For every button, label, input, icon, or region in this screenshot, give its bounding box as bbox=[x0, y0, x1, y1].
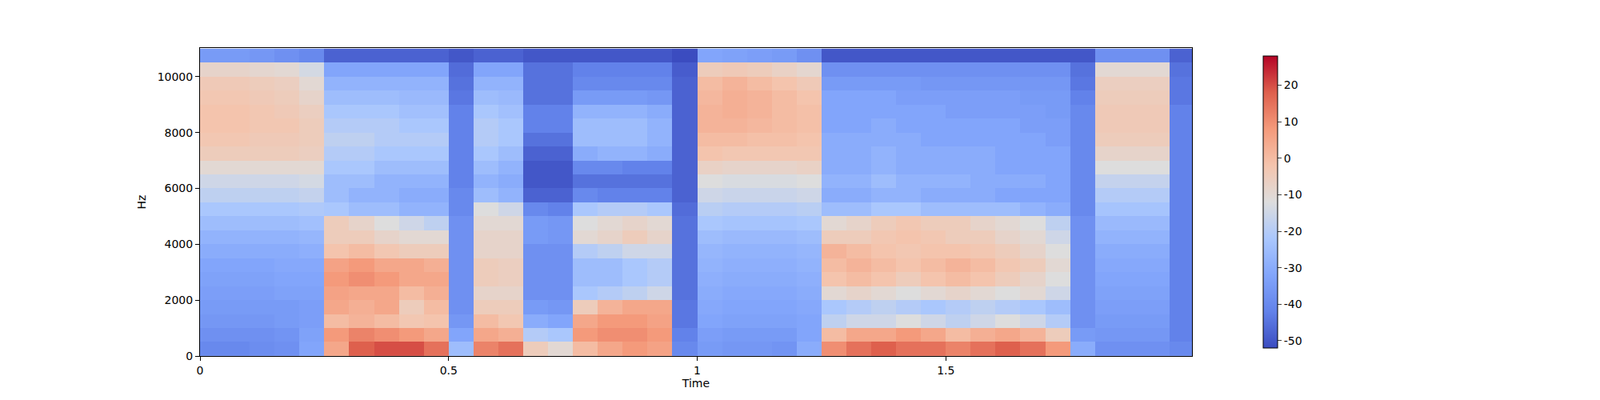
svg-text:0: 0 bbox=[196, 364, 204, 377]
svg-text:-40: -40 bbox=[1284, 297, 1303, 311]
svg-text:1.5: 1.5 bbox=[936, 364, 955, 377]
svg-text:-20: -20 bbox=[1284, 224, 1303, 238]
svg-text:6000: 6000 bbox=[164, 181, 194, 195]
svg-text:-10: -10 bbox=[1284, 188, 1303, 201]
svg-text:20: 20 bbox=[1284, 78, 1299, 92]
svg-text:8000: 8000 bbox=[164, 126, 194, 140]
svg-text:2000: 2000 bbox=[164, 293, 194, 307]
svg-text:-50: -50 bbox=[1284, 334, 1303, 348]
svg-text:0.5: 0.5 bbox=[440, 364, 458, 377]
svg-text:4000: 4000 bbox=[164, 237, 194, 251]
svg-text:Hz: Hz bbox=[135, 195, 148, 210]
svg-text:0: 0 bbox=[185, 349, 193, 363]
svg-text:Time: Time bbox=[681, 376, 710, 390]
svg-text:10000: 10000 bbox=[157, 70, 194, 84]
svg-text:0: 0 bbox=[1284, 152, 1292, 165]
svg-text:10: 10 bbox=[1284, 115, 1299, 128]
svg-text:-30: -30 bbox=[1284, 261, 1303, 275]
svg-text:1: 1 bbox=[693, 364, 701, 377]
